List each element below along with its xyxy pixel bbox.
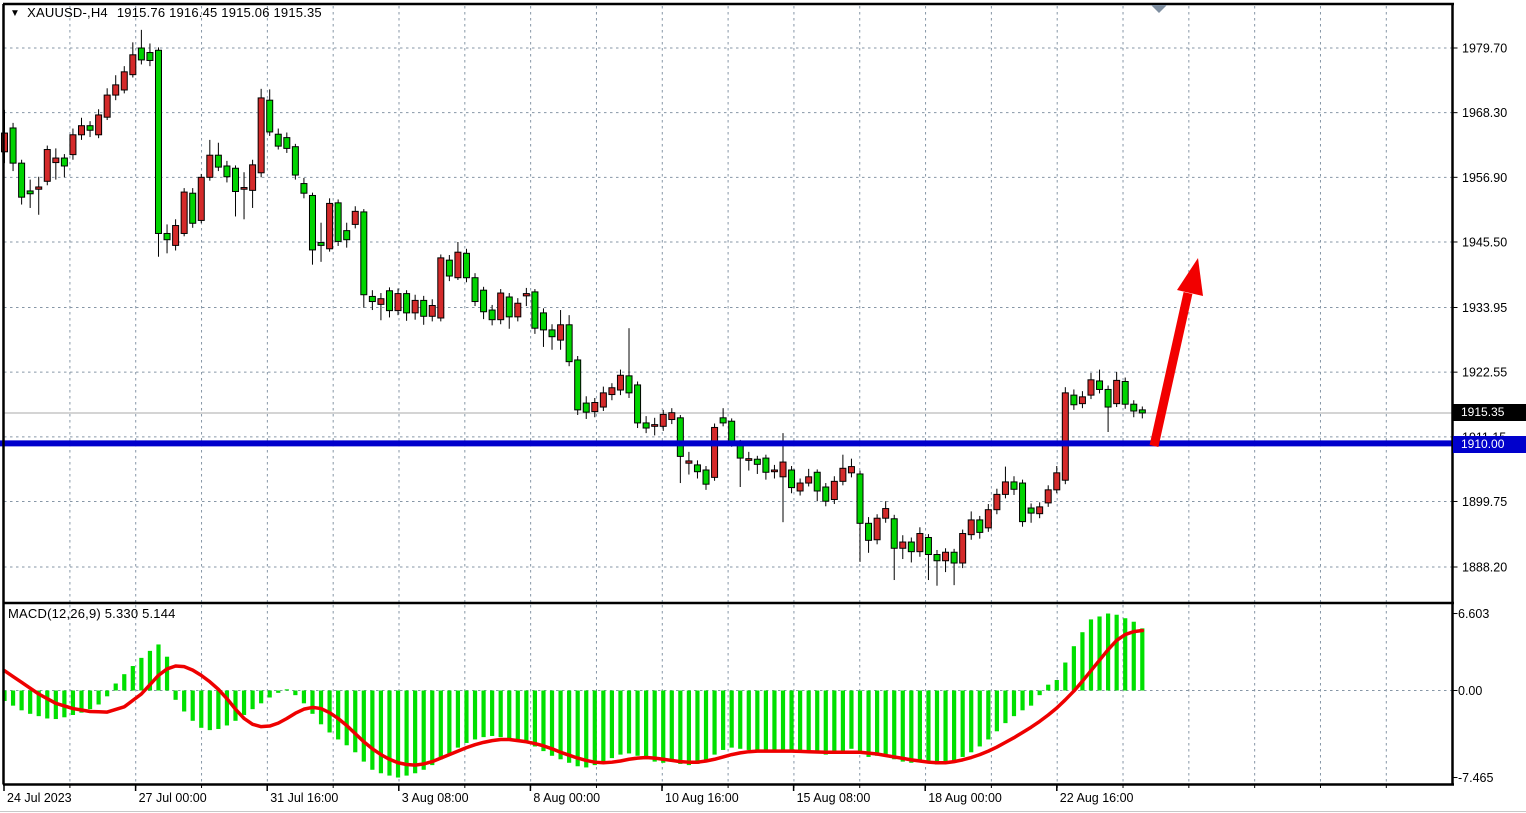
time-tick-label: 27 Jul 00:00 — [139, 791, 207, 805]
time-tick-label: 3 Aug 08:00 — [402, 791, 469, 805]
macd-signal-line — [2, 628, 1145, 767]
scroll-marker-icon[interactable] — [1151, 5, 1167, 13]
time-tick-label: 22 Aug 16:00 — [1060, 791, 1134, 805]
price-tick-label: 1956.90 — [1462, 171, 1507, 185]
chart-frame — [2, 2, 1454, 786]
macd-tick-label: 0.00 — [1458, 684, 1482, 698]
time-tick-label: 15 Aug 08:00 — [797, 791, 871, 805]
support-price-tag: 1910.00 — [1453, 436, 1526, 453]
chart-dropdown-icon[interactable]: ▼ — [10, 8, 21, 19]
candlestick-series — [1, 29, 1146, 586]
time-axis[interactable]: 24 Jul 2023 27 Jul 00:00 31 Jul 16:00 3 Aug… — [3, 785, 1387, 805]
price-axis[interactable]: 1979.70 1968.30 1956.90 1945.50 1933.95 1922.… — [1452, 42, 1508, 575]
price-tick-label: 1933.95 — [1462, 301, 1507, 315]
price-tick-label: 1968.30 — [1462, 106, 1507, 120]
macd-tick-label: 6.603 — [1458, 607, 1489, 621]
price-tick-label: 1888.20 — [1462, 560, 1507, 574]
macd-tick-label: -7.465 — [1458, 771, 1493, 785]
macd-histogram — [2, 613, 1145, 778]
current-price-tag: 1915.35 — [1453, 404, 1526, 421]
time-tick-label: 31 Jul 16:00 — [270, 791, 338, 805]
macd-indicator-label: MACD(12,26,9) 5.330 5.144 — [8, 606, 176, 621]
price-tick-label: 1979.70 — [1462, 42, 1507, 56]
macd-axis[interactable]: 6.603 0.00 -7.465 — [1452, 607, 1494, 785]
price-tick-label: 1945.50 — [1462, 235, 1507, 249]
trend-arrow[interactable] — [1149, 258, 1203, 447]
price-tick-label: 1922.55 — [1462, 366, 1507, 380]
time-tick-label: 10 Aug 16:00 — [665, 791, 739, 805]
symbol-bar: ▼ XAUUSD-,H4 1915.76 1916.45 1915.06 1915.… — [10, 5, 322, 20]
time-tick-label: 18 Aug 00:00 — [928, 791, 1002, 805]
price-tick-label: 1899.75 — [1462, 495, 1507, 509]
symbol-period-label: XAUUSD-,H4 — [27, 5, 108, 20]
time-tick-label: 8 Aug 00:00 — [533, 791, 600, 805]
ohlc-readout: 1915.76 1916.45 1915.06 1915.35 — [116, 5, 322, 20]
time-tick-label: 24 Jul 2023 — [7, 791, 72, 805]
